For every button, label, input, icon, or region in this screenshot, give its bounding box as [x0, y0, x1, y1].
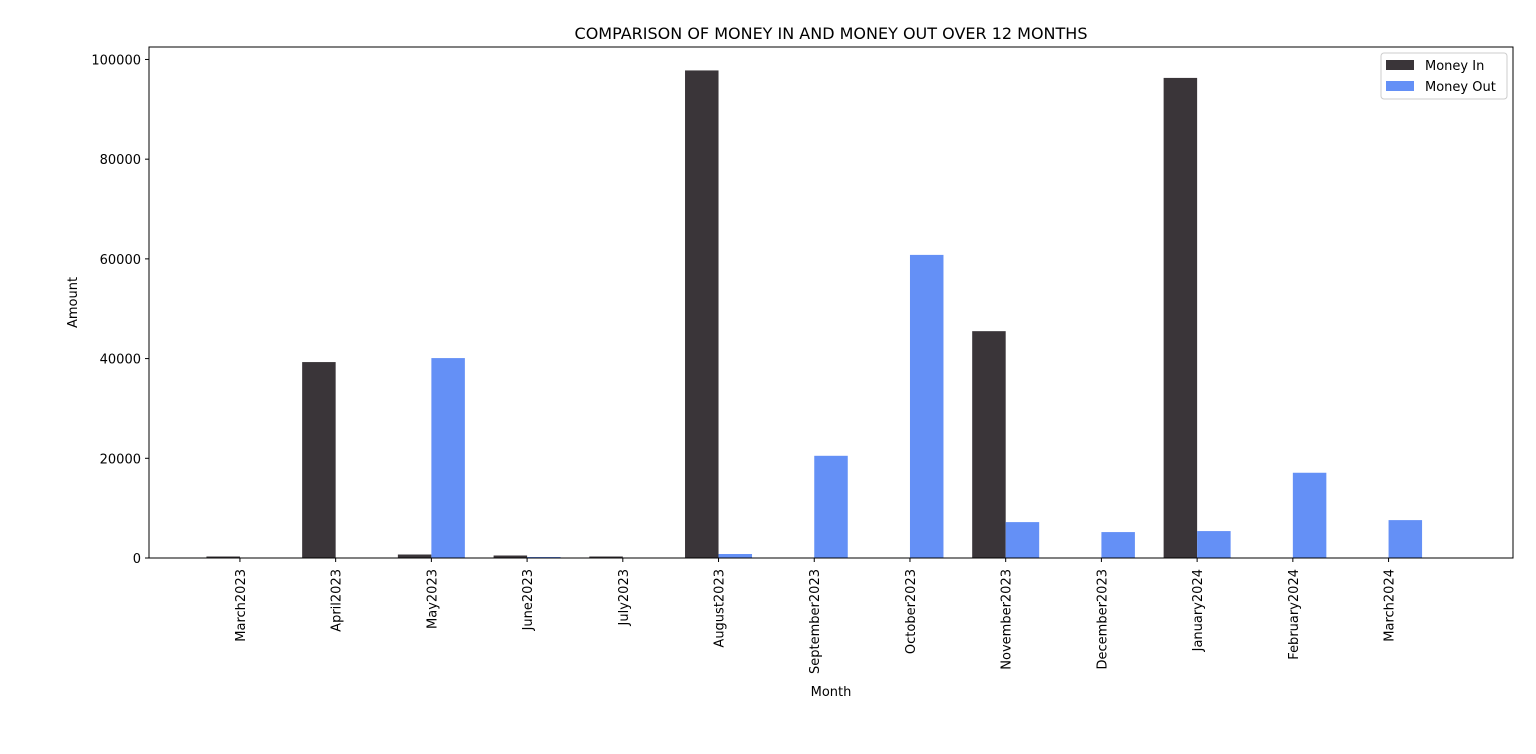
x-tick-label: October2023 [904, 569, 919, 654]
y-tick-label: 0 [133, 552, 141, 567]
plot-frame [148, 46, 1514, 559]
y-tick-label: 100000 [91, 53, 141, 68]
x-tick-label: July2023 [617, 569, 632, 626]
legend-label-1: Money Out [1425, 80, 1496, 95]
x-tick-label: November2023 [1000, 569, 1015, 670]
bar-money-in-0 [206, 556, 240, 558]
legend-swatch-0 [1386, 60, 1414, 70]
y-tick-label: 80000 [100, 153, 141, 168]
y-tick-label: 20000 [100, 452, 141, 467]
bars-group [206, 70, 1423, 559]
x-tick-label: December2023 [1095, 569, 1110, 670]
bar-money-in-2 [397, 554, 432, 558]
bar-money-out-5 [718, 554, 753, 558]
legend-swatch-1 [1386, 81, 1414, 91]
y-axis: 0 20000 40000 60000 80000 100000 [91, 53, 149, 567]
bar-money-out-12 [1388, 520, 1423, 558]
y-tick-label: 40000 [100, 353, 141, 368]
x-tick-label: April2023 [330, 569, 345, 632]
x-tick-label: January2024 [1191, 569, 1206, 652]
x-tick-label: March2023 [234, 569, 249, 642]
x-tick-label: March2024 [1383, 569, 1398, 642]
bar-money-in-8 [972, 331, 1006, 558]
bar-money-in-4 [589, 556, 623, 558]
bar-money-in-3 [493, 555, 528, 558]
bar-money-out-11 [1292, 472, 1327, 558]
chart-title: COMPARISON OF MONEY IN AND MONEY OUT OVE… [575, 24, 1088, 43]
bar-money-in-1 [302, 362, 336, 558]
x-tick-label: May2023 [425, 569, 440, 629]
bar-money-out-8 [1005, 522, 1040, 558]
bar-money-out-9 [1101, 532, 1135, 558]
y-axis-label: Amount [66, 277, 81, 328]
x-tick-label: June2023 [521, 569, 536, 631]
legend: Money In Money Out [1380, 52, 1508, 100]
y-tick-label: 60000 [100, 253, 141, 268]
legend-label-0: Money In [1425, 59, 1484, 74]
x-tick-label: September2023 [808, 569, 823, 674]
bar-money-in-10 [1163, 77, 1198, 558]
x-tick-label: August2023 [713, 569, 728, 648]
bar-money-out-2 [431, 358, 465, 558]
x-axis-label: Month [811, 685, 852, 700]
x-axis: March2023 April2023 May2023 June2023 July202… [234, 558, 1398, 674]
bar-money-out-10 [1197, 531, 1231, 558]
bar-money-in-5 [685, 70, 719, 559]
bar-money-out-6 [814, 455, 848, 558]
bar-money-out-7 [909, 254, 944, 558]
x-tick-label: February2024 [1287, 569, 1302, 660]
